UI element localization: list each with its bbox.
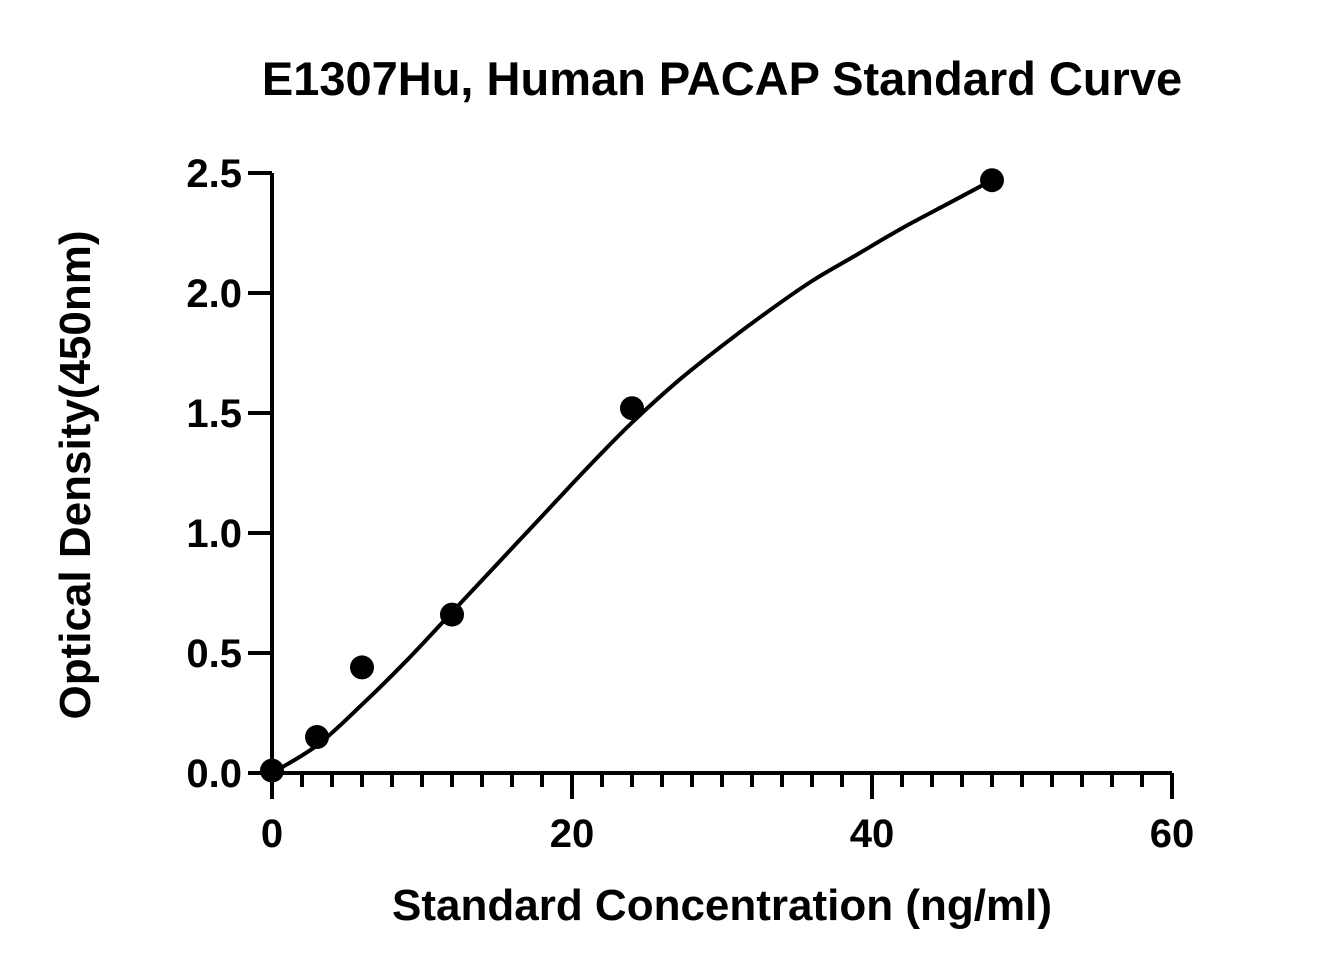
data-point (980, 168, 1004, 193)
y-tick-label: 2.0 (186, 272, 242, 316)
y-axis-ticks: 0.0 0.5 1.0 1.5 2.0 2.5 (186, 152, 272, 796)
x-axis-ticks: 0 20 40 60 (261, 773, 1194, 856)
chart-title: E1307Hu, Human PACAP Standard Curve (262, 52, 1182, 105)
data-point (305, 725, 329, 749)
data-point (260, 758, 284, 783)
fit-curve-group (270, 178, 993, 775)
x-tick-label: 20 (550, 812, 595, 856)
x-tick-label: 40 (850, 812, 895, 856)
y-tick-label: 2.5 (186, 152, 242, 196)
data-point (350, 655, 374, 680)
x-tick-label: 0 (261, 812, 283, 856)
x-axis-label: Standard Concentration (ng/ml) (392, 881, 1052, 930)
fit-curve (270, 178, 993, 775)
y-axis-label: Optical Density(450nm) (51, 230, 100, 719)
y-tick-label: 0.0 (186, 752, 242, 796)
data-point (620, 396, 644, 421)
y-tick-label: 1.5 (186, 392, 242, 436)
y-tick-label: 0.5 (186, 632, 242, 676)
data-points (260, 168, 1004, 783)
data-point (440, 602, 464, 627)
axes (270, 173, 1172, 775)
y-tick-label: 1.0 (186, 512, 242, 556)
x-tick-label: 60 (1150, 812, 1195, 856)
